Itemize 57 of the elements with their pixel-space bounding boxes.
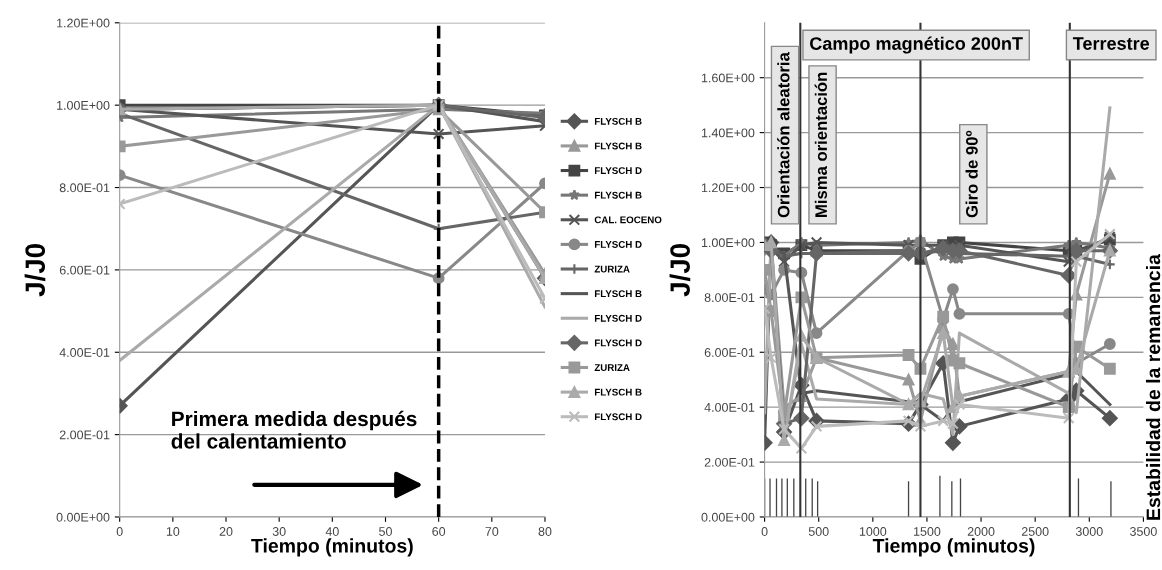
y-tick-label: 2.00E-01 (59, 430, 110, 440)
y-tick-label: 1.60E+00 (701, 73, 755, 83)
legend-label: ZURIZA (594, 364, 630, 371)
x-tick-label: 2500 (1021, 527, 1049, 536)
y-tick-label: 8.00E-01 (704, 293, 755, 302)
y-axis-title: J/J0 (24, 244, 46, 297)
x-tick-label: 40 (325, 527, 339, 536)
annotation: Orientación aleatoria (777, 52, 790, 218)
y-axis-title: J/J0 (669, 244, 691, 297)
legend-label: FLYSCH B (594, 388, 642, 396)
y-tick-label: 0.00E+00 (701, 512, 755, 522)
legend-label: FLYSCH D (594, 314, 642, 322)
x-tick-label: 3000 (1075, 527, 1103, 536)
x-tick-label: 0 (761, 527, 768, 536)
legend-label: FLYSCH B (594, 117, 642, 125)
y-tick-label: 1.00E+00 (701, 238, 755, 248)
y-tick-label: 1.00E+00 (57, 100, 110, 110)
y-tick-label: 1.40E+00 (701, 128, 755, 138)
x-tick-label: 20 (219, 527, 233, 536)
x-tick-label: 2000 (967, 527, 995, 536)
y-tick-label: 0.00E+00 (56, 512, 110, 522)
x-tick-label: 60 (432, 527, 446, 536)
y-tick-label: 1.20E+00 (57, 18, 110, 28)
x-tick-label: 70 (485, 527, 499, 536)
x-axis-title: Tiempo (minutos) (251, 538, 413, 557)
legend-label: FLYSCH D (594, 413, 642, 421)
annotation: Campo magnético 200nT (810, 36, 1023, 54)
x-tick-label: 3500 (1129, 527, 1157, 536)
x-tick-label: 1000 (859, 527, 887, 536)
annotation: Misma orientación (814, 72, 828, 217)
legend-label: ZURIZA (594, 265, 630, 273)
annotation: Terrestre (1072, 37, 1150, 50)
y-tick-label: 2.00E-01 (704, 457, 755, 467)
y-tick-label: 6.00E-01 (59, 265, 110, 275)
y-tick-label: 4.00E-01 (704, 402, 755, 412)
legend-label: FLYSCH B (594, 191, 642, 199)
y-tick-label: 8.00E-01 (59, 183, 110, 193)
y-tick-label: 1.20E+00 (701, 183, 755, 193)
x-axis-title: Tiempo (minutos) (872, 538, 1035, 557)
x-tick-label: 500 (808, 527, 829, 536)
legend-label: FLYSCH B (594, 290, 642, 298)
y-tick-label: 6.00E-01 (704, 348, 755, 357)
annotation: Giro de 90º (965, 130, 978, 218)
y2-axis-title: Estabilidad de la remanencia (1145, 254, 1161, 520)
x-tick-label: 50 (379, 527, 392, 536)
legend-label: FLYSCH B (594, 142, 642, 150)
x-tick-label: 0 (116, 527, 123, 536)
x-tick-label: 1500 (913, 527, 941, 536)
legend-label: FLYSCH D (594, 241, 642, 248)
legend-label: FLYSCH D (594, 339, 642, 347)
x-tick-label: 10 (166, 527, 180, 536)
y-tick-label: 4.00E-01 (59, 348, 110, 357)
legend-label: CAL. EOCENO (594, 216, 662, 224)
legend-label: FLYSCH D (594, 167, 642, 175)
x-tick-label: 30 (272, 527, 286, 536)
annotation: Primera medida después del calentamiento (171, 410, 417, 449)
x-tick-label: 80 (538, 527, 552, 536)
